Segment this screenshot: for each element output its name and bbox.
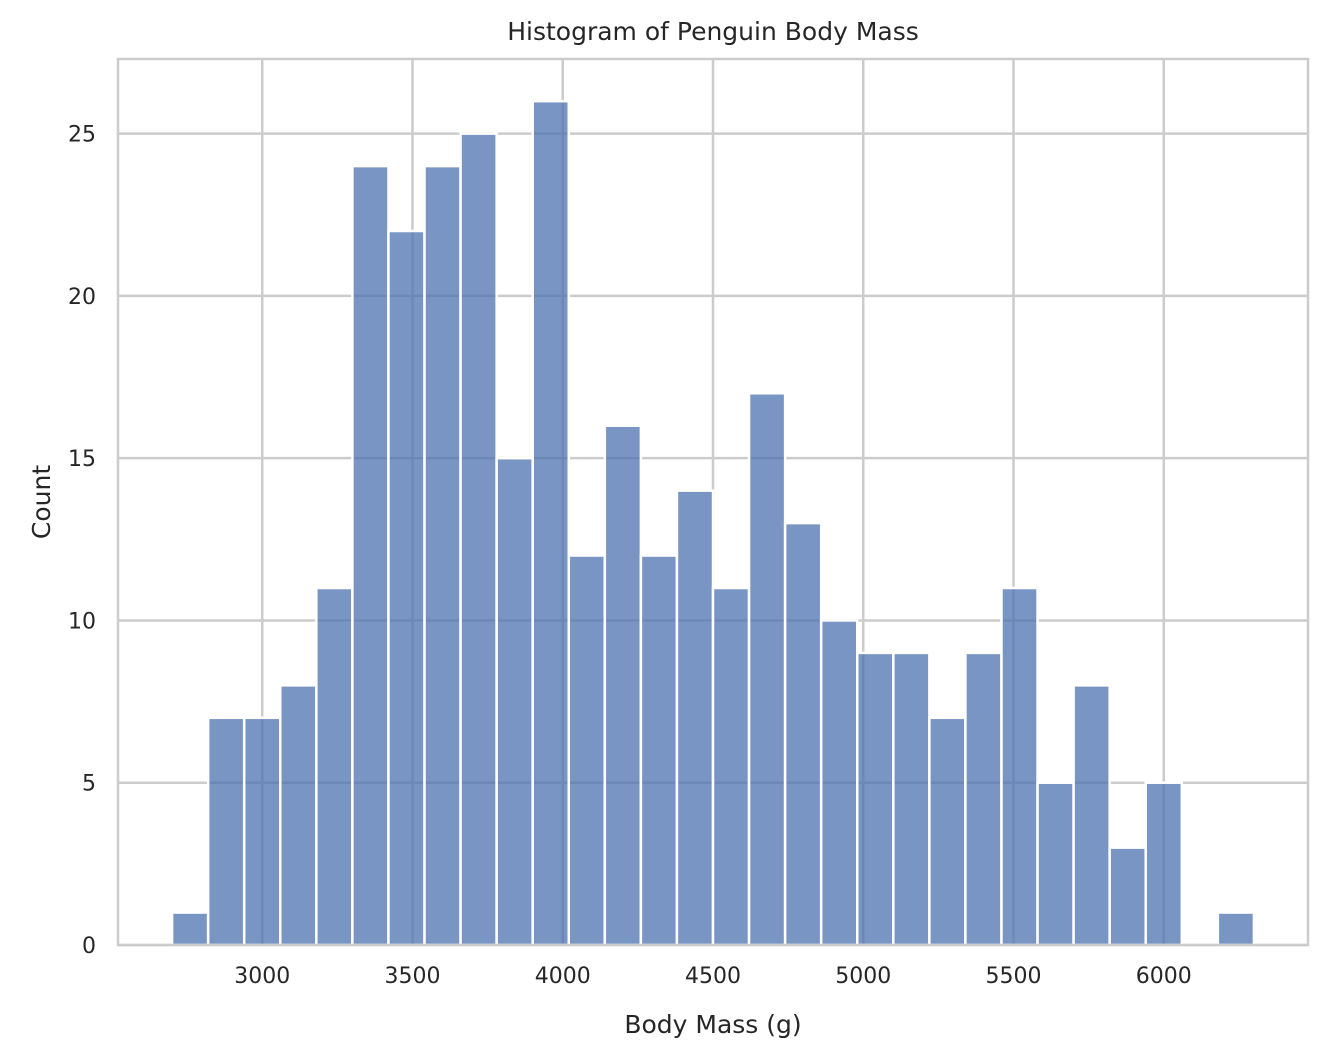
y-tick-label: 20 xyxy=(68,285,96,310)
histogram-bar xyxy=(170,911,210,947)
chart-title: Histogram of Penguin Body Mass xyxy=(507,17,919,46)
histogram-bar xyxy=(351,164,390,947)
histogram-bar xyxy=(315,586,354,947)
histogram-bar xyxy=(387,229,426,947)
histogram-bar xyxy=(1072,684,1111,947)
histogram-bar xyxy=(1144,781,1184,947)
histogram-bar xyxy=(1216,911,1256,947)
x-tick-labels: 3000 3500 4000 4500 5000 5500 6000 xyxy=(234,964,1192,989)
histogram-bar xyxy=(531,99,571,947)
y-tick-label: 0 xyxy=(82,934,96,959)
plot-frame xyxy=(116,57,1310,947)
x-tick-label: 3000 xyxy=(234,964,290,989)
histogram-bar xyxy=(675,489,715,947)
x-axis-label: Body Mass (g) xyxy=(624,1010,801,1039)
histogram-bar xyxy=(603,424,643,947)
histogram-bar xyxy=(1036,781,1075,947)
histogram-bar xyxy=(964,651,1003,947)
histogram-bar xyxy=(711,586,751,947)
histogram-bar xyxy=(747,392,787,947)
y-tick-labels: 0 5 10 15 20 25 xyxy=(68,123,96,959)
y-axis-label: Count xyxy=(27,465,56,539)
histogram-bar xyxy=(1000,586,1039,947)
histogram-bar xyxy=(459,132,498,947)
histogram-bar xyxy=(495,456,534,947)
y-tick-label: 25 xyxy=(68,123,96,148)
y-tick-label: 10 xyxy=(68,609,96,634)
x-tick-label: 5500 xyxy=(986,964,1042,989)
histogram-bar xyxy=(892,651,931,947)
histogram-bar xyxy=(242,716,282,947)
histogram-bar xyxy=(928,716,967,947)
x-tick-label: 3500 xyxy=(384,964,440,989)
x-tick-label: 6000 xyxy=(1136,964,1192,989)
histogram-bar xyxy=(423,164,462,947)
x-tick-label: 4500 xyxy=(685,964,741,989)
histogram-bar xyxy=(279,684,318,947)
histogram-bar xyxy=(639,554,679,947)
y-tick-label: 5 xyxy=(82,772,96,797)
histogram-bar xyxy=(783,521,823,947)
y-tick-label: 15 xyxy=(68,447,96,472)
histogram-bar xyxy=(819,619,859,947)
x-tick-label: 5000 xyxy=(835,964,891,989)
histogram-bar xyxy=(855,651,895,947)
bars-group xyxy=(170,99,1256,947)
histogram-bar xyxy=(567,554,607,947)
x-tick-label: 4000 xyxy=(535,964,591,989)
histogram-bar xyxy=(206,716,246,947)
histogram-bar xyxy=(1108,846,1147,947)
